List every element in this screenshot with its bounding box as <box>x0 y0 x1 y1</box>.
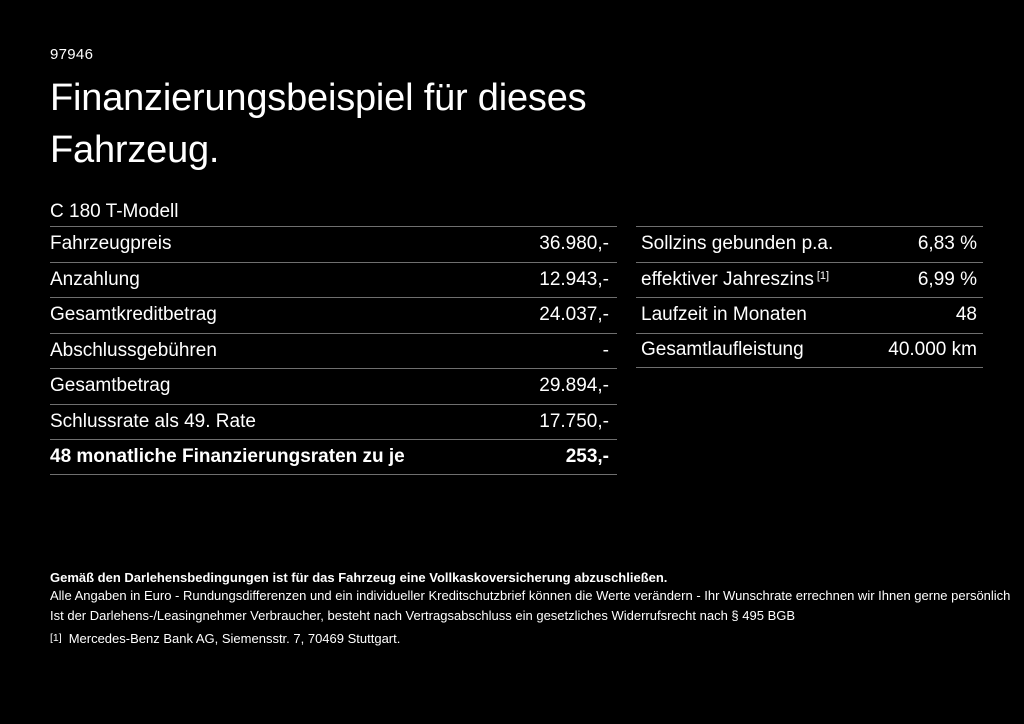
table-row-abschlussgebuehren: Abschlussgebühren - <box>50 332 617 369</box>
row-value: 6,83 % <box>917 233 977 255</box>
table-row-gesamtkreditbetrag: Gesamtkreditbetrag 24.037,- <box>50 297 617 333</box>
page-title: Finanzierungsbeispiel für dieses Fahrzeu… <box>50 72 587 176</box>
row-value: 17.750,- <box>539 410 609 432</box>
row-label: Sollzins gebunden p.a. <box>641 233 834 255</box>
row-value: 253,- <box>565 445 609 467</box>
row-label: Gesamtlaufleistung <box>641 339 804 361</box>
vehicle-model: C 180 T-Modell <box>50 201 179 222</box>
row-value: - <box>602 339 609 361</box>
row-label: Abschlussgebühren <box>50 339 217 361</box>
table-row-effektiver-jahreszins: effektiver Jahreszins [1] 6,99 % <box>636 261 983 298</box>
table-row-gesamtbetrag: Gesamtbetrag 29.894,- <box>50 368 617 404</box>
legal-note-line-1: Alle Angaben in Euro - Rundungsdifferenz… <box>50 588 1011 603</box>
row-label: Gesamtkreditbetrag <box>50 304 217 326</box>
row-value: 40.000 km <box>888 339 977 361</box>
legal-notes: Alle Angaben in Euro - Rundungsdifferenz… <box>50 586 1011 626</box>
row-label: Gesamtbetrag <box>50 375 171 397</box>
footnote: [1] Mercedes-Benz Bank AG, Siemensstr. 7,… <box>50 628 400 649</box>
insurance-requirement-note: Gemäß den Darlehensbedingungen ist für d… <box>50 570 668 585</box>
row-label: effektiver Jahreszins <box>641 268 814 290</box>
row-value: 24.037,- <box>539 304 609 326</box>
table-row-sollzins: Sollzins gebunden p.a. 6,83 % <box>636 226 983 262</box>
row-label: Fahrzeugpreis <box>50 233 172 255</box>
row-label: 48 monatliche Finanzierungsraten zu je <box>50 445 405 467</box>
table-row-anzahlung: Anzahlung 12.943,- <box>50 261 617 298</box>
row-value: 48 <box>955 304 977 326</box>
table-row-monatsrate: 48 monatliche Finanzierungsraten zu je 2… <box>50 439 617 475</box>
table-row-laufzeit: Laufzeit in Monaten 48 <box>636 297 983 333</box>
page-title-line-2: Fahrzeug. <box>50 129 220 171</box>
table-row-schlussrate: Schlussrate als 49. Rate 17.750,- <box>50 403 617 440</box>
ref-number: 97946 <box>50 46 94 63</box>
row-value: 29.894,- <box>539 375 609 397</box>
row-value: 6,99 % <box>917 268 977 290</box>
legal-note-line-2: Ist der Darlehens-/Leasingnehmer Verbrau… <box>50 608 796 623</box>
conditions-table: Sollzins gebunden p.a. 6,83 % effektiver… <box>636 226 983 368</box>
row-label: Laufzeit in Monaten <box>641 304 807 326</box>
page-title-line-1: Finanzierungsbeispiel für dieses <box>50 77 587 119</box>
row-value: 36.980,- <box>539 233 609 255</box>
row-value: 12.943,- <box>539 268 609 290</box>
financing-table: Fahrzeugpreis 36.980,- Anzahlung 12.943,… <box>50 226 617 475</box>
table-row-gesamtlaufleistung: Gesamtlaufleistung 40.000 km <box>636 332 983 368</box>
footnote-marker: [1] <box>50 632 62 644</box>
table-row-fahrzeugpreis: Fahrzeugpreis 36.980,- <box>50 226 617 262</box>
footnote-reference: [1] <box>816 269 830 282</box>
row-label: Anzahlung <box>50 268 140 290</box>
footnote-text: Mercedes-Benz Bank AG, Siemensstr. 7, 70… <box>68 631 401 646</box>
row-label: Schlussrate als 49. Rate <box>50 410 256 432</box>
